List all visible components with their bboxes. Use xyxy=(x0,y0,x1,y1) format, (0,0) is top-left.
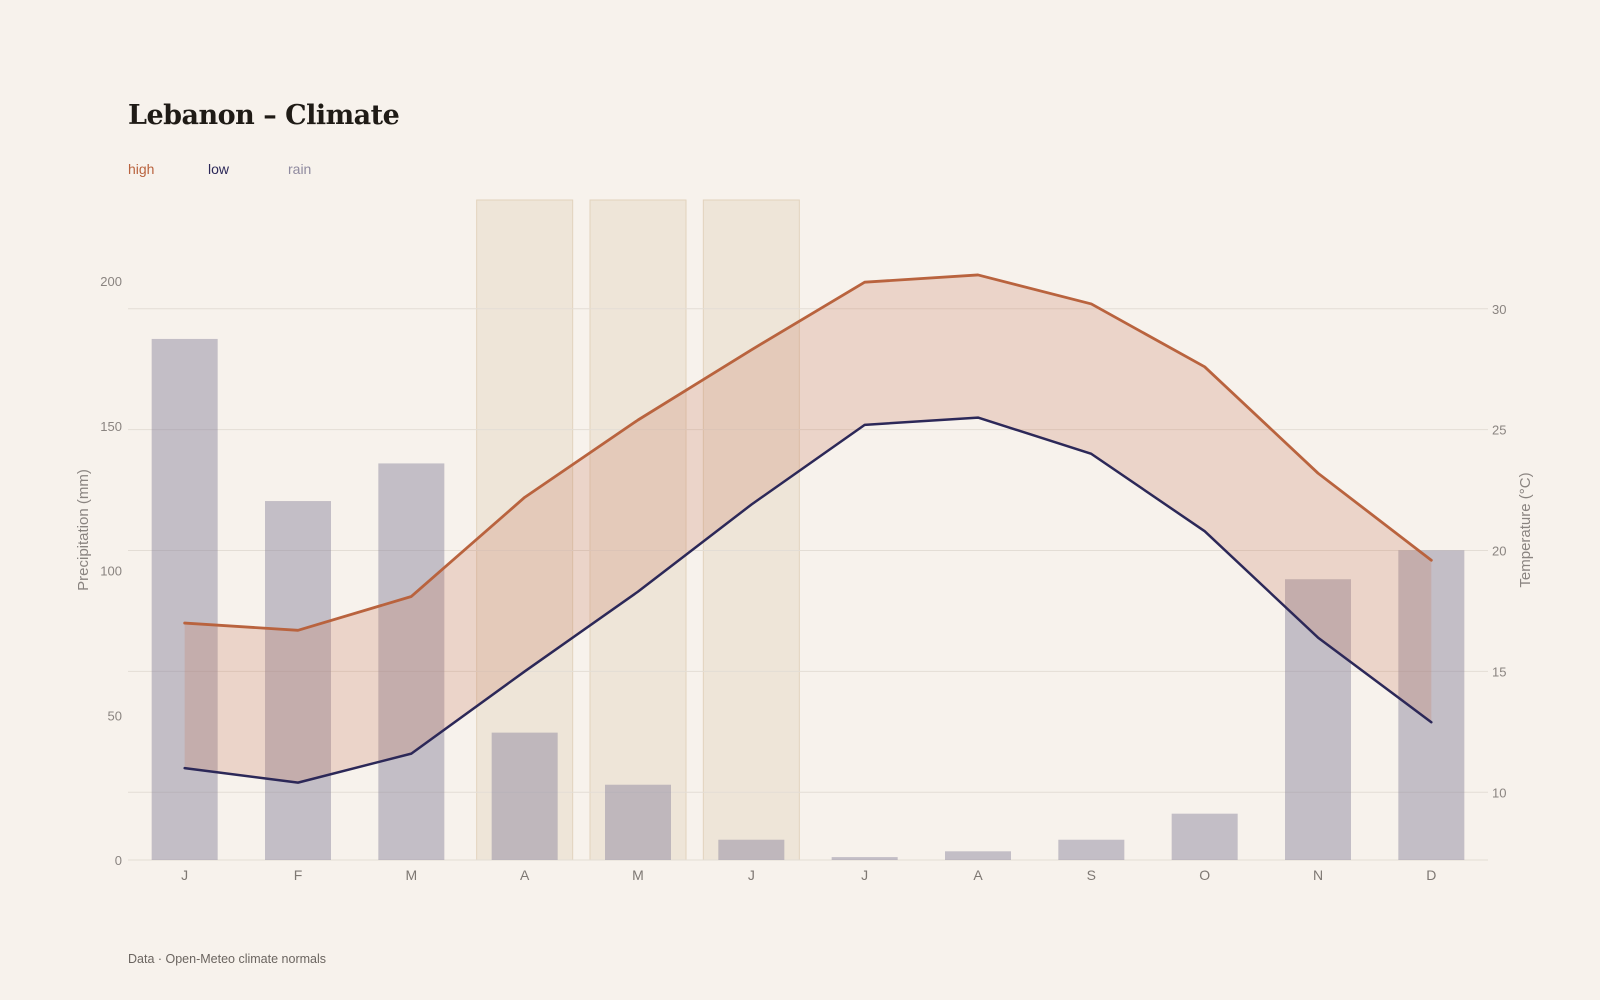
rain-bar xyxy=(1058,839,1125,860)
axes-layer: 0 50 100 150 200 10 15 20 25 30 J F M A M J J A S O N D xyxy=(100,274,1506,883)
legend-high: high xyxy=(128,161,155,177)
y-right-tick-label: 20 xyxy=(1492,544,1506,559)
x-tick-label: D xyxy=(1426,867,1436,883)
y-left-tick-label: 50 xyxy=(108,708,122,723)
x-tick-label: J xyxy=(861,867,868,883)
x-tick-label: A xyxy=(520,867,530,883)
legend-low: low xyxy=(208,161,230,177)
temperature-band xyxy=(184,274,1432,783)
rain-bar xyxy=(605,784,671,860)
x-tick-label: O xyxy=(1199,867,1210,883)
temperature-band-layer xyxy=(184,274,1432,783)
source-note: Data · Open-Meteo climate normals xyxy=(128,952,326,966)
rain-bar xyxy=(1285,579,1351,860)
rain-bar xyxy=(151,338,218,860)
x-tick-label: F xyxy=(294,867,303,883)
rain-bar xyxy=(1171,813,1238,860)
high-temperature-line xyxy=(183,273,1433,632)
x-tick-label: M xyxy=(405,867,417,883)
y-left-tick-label: 200 xyxy=(100,274,122,289)
rain-bar xyxy=(491,732,558,860)
rain-bar xyxy=(945,851,1011,860)
x-tick-label: A xyxy=(973,867,983,883)
rain-bar xyxy=(718,839,785,860)
temperature-lines xyxy=(183,273,1433,784)
y-right-tick-label: 10 xyxy=(1492,785,1506,800)
y-axis-left-label: Precipitation (mm) xyxy=(75,469,92,591)
legend-rain: rain xyxy=(288,161,312,177)
x-tick-label: S xyxy=(1087,867,1096,883)
y-left-tick-label: 100 xyxy=(100,564,122,579)
highlight-band xyxy=(589,199,687,861)
x-tick-label: N xyxy=(1313,867,1323,883)
low-temperature-line xyxy=(183,416,1433,784)
y-right-tick-label: 30 xyxy=(1492,302,1506,317)
grid-layer xyxy=(128,308,1488,861)
chart-title: Lebanon – Climate xyxy=(128,100,400,131)
x-tick-label: M xyxy=(632,867,644,883)
x-tick-label: J xyxy=(181,867,188,883)
y-axis-right-label: Temperature (°C) xyxy=(1517,472,1534,587)
y-right-tick-label: 25 xyxy=(1492,423,1506,438)
rain-bar xyxy=(831,857,898,860)
x-tick-label: J xyxy=(748,867,755,883)
rain-bar xyxy=(378,463,445,860)
y-left-tick-label: 150 xyxy=(100,419,122,434)
y-left-tick-label: 0 xyxy=(115,853,122,868)
rain-bars xyxy=(151,338,1465,860)
rain-bar xyxy=(265,501,331,860)
y-right-tick-label: 15 xyxy=(1492,664,1506,679)
